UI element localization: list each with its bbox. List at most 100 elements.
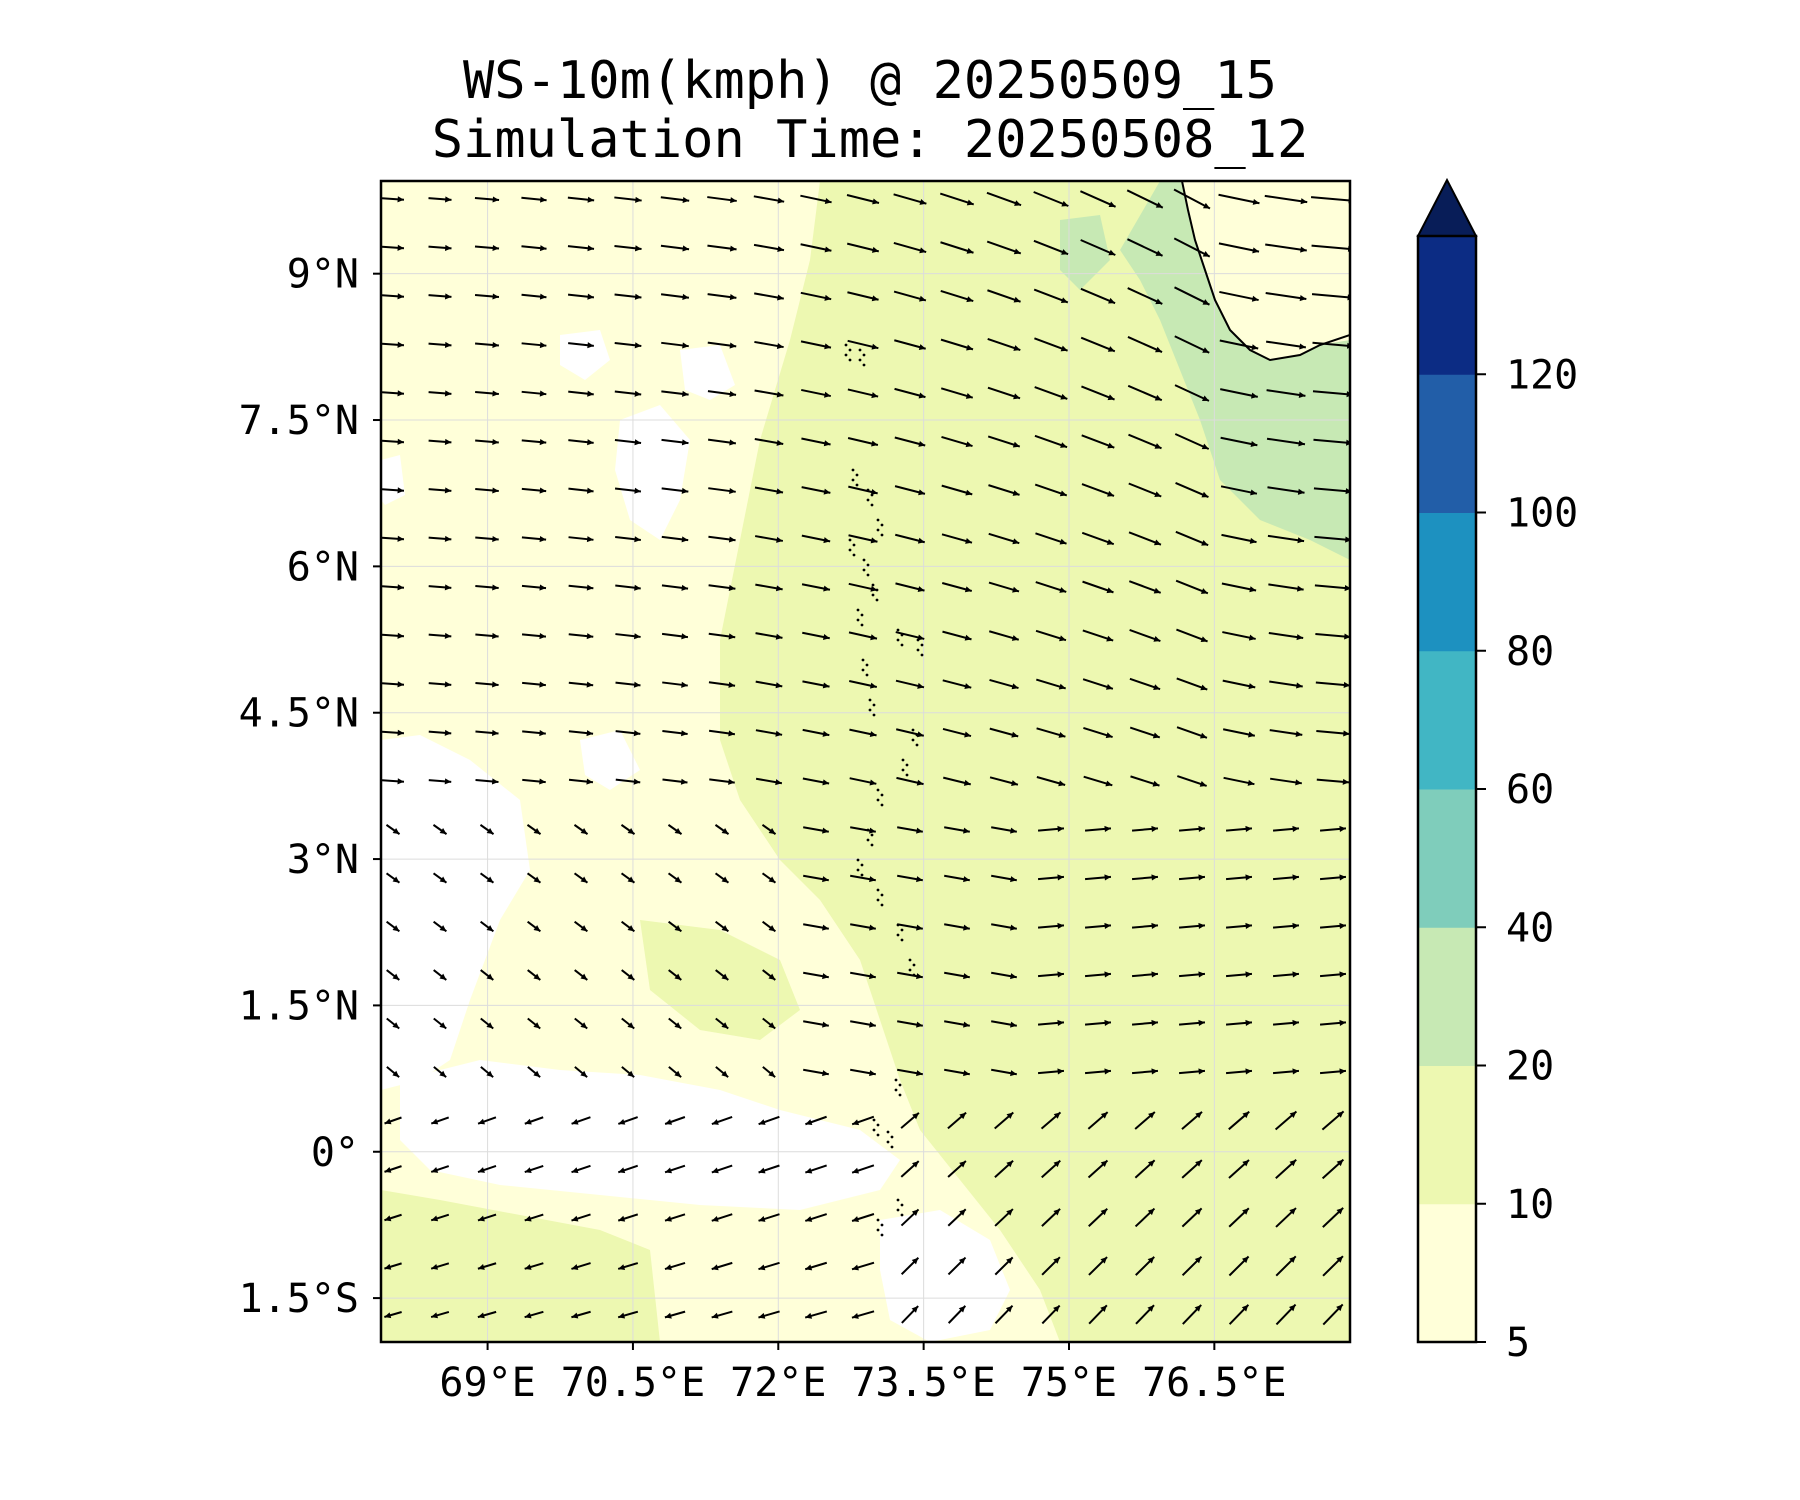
wind-arrow — [803, 971, 829, 980]
wind-arrow — [386, 920, 400, 933]
wind-arrow — [715, 1066, 729, 1078]
wind-arrow — [754, 486, 784, 495]
wind-arrow — [661, 390, 689, 397]
wind-arrow — [428, 632, 452, 639]
wind-arrow — [1225, 1068, 1253, 1075]
wind-arrow — [1315, 681, 1350, 688]
figure-title-line-2: Simulation Time: 20250508_12 — [432, 110, 1309, 170]
wind-arrow — [758, 1261, 780, 1271]
colorbar-tick-label: 100 — [1506, 491, 1578, 537]
wind-arrow — [754, 438, 784, 446]
wind-arrow — [1315, 632, 1350, 640]
wind-arrow — [1220, 388, 1258, 399]
colorbar-segment — [1418, 236, 1476, 375]
wind-arrow — [479, 824, 495, 835]
wind-arrow — [1264, 194, 1308, 205]
wind-arrow — [991, 826, 1017, 834]
wind-arrow — [803, 923, 829, 931]
wind-arrow — [475, 487, 499, 494]
wind-arrow — [668, 1066, 682, 1078]
wind-arrow — [475, 681, 499, 688]
wind-arrow — [568, 584, 594, 591]
wind-arrow — [1228, 1207, 1250, 1228]
wind-arrow — [433, 1066, 447, 1078]
wind-arrow — [895, 631, 925, 641]
wind-arrow — [940, 289, 974, 303]
wind-arrow — [708, 487, 736, 495]
wind-arrow — [897, 971, 923, 980]
wind-arrow — [1219, 339, 1259, 351]
wind-arrow — [1131, 874, 1159, 881]
wind-arrow — [754, 292, 784, 301]
wind-arrow — [428, 778, 452, 785]
wind-arrow — [480, 1017, 494, 1030]
wind-arrow — [994, 1111, 1014, 1130]
wind-arrow — [521, 633, 547, 640]
wind-arrow — [664, 1164, 686, 1174]
wind-arrow — [800, 340, 832, 350]
wind-arrow — [1177, 775, 1207, 787]
wind-arrow — [668, 969, 682, 981]
wind-arrow — [475, 632, 499, 640]
wind-arrow — [428, 487, 452, 494]
wind-arrow — [573, 872, 589, 884]
figure-title-line-1: WS-10m(kmph) @ 20250509_15 — [463, 51, 1277, 111]
wind-arrow — [804, 1310, 828, 1319]
wind-arrow — [381, 584, 405, 591]
wind-arrow — [384, 1262, 402, 1270]
wind-arrow — [661, 535, 689, 543]
wind-arrow — [715, 1017, 729, 1030]
wind-arrow — [939, 192, 975, 206]
map-frame — [379, 179, 1352, 1344]
wind-arrow — [1081, 434, 1115, 449]
wind-arrow — [574, 1017, 588, 1030]
wind-arrow — [897, 923, 923, 931]
wind-arrow — [707, 438, 737, 446]
wind-arrow — [897, 874, 923, 883]
wind-arrow — [894, 339, 926, 351]
colorbar-segment — [1418, 512, 1476, 652]
wind-arrow — [615, 633, 641, 640]
wind-arrow — [1223, 776, 1255, 786]
wind-arrow — [989, 727, 1019, 738]
wind-arrow — [381, 729, 405, 736]
wind-arrow — [1319, 971, 1347, 978]
wind-arrow — [1272, 971, 1300, 978]
wind-arrow — [1225, 1019, 1253, 1026]
wind-arrow — [1176, 677, 1208, 691]
wind-arrow — [428, 341, 452, 348]
wind-arrow — [1035, 532, 1067, 545]
wind-arrow — [1175, 481, 1209, 499]
wind-arrow — [568, 390, 594, 397]
wind-arrow — [803, 874, 829, 883]
wind-arrow — [386, 969, 400, 981]
colorbar-tick-label: 40 — [1506, 905, 1554, 951]
wind-arrow — [1174, 433, 1210, 450]
lat-tick-label: 0° — [311, 1130, 359, 1176]
wind-arrow — [568, 778, 594, 785]
wind-arrow — [897, 1020, 923, 1028]
wind-arrow — [614, 390, 642, 397]
wind-arrow — [801, 534, 831, 544]
wind-arrow — [1319, 1068, 1347, 1075]
wind-arrow — [901, 1305, 919, 1324]
wind-arrow — [754, 389, 784, 398]
wind-arrow — [989, 678, 1019, 690]
wind-arrow — [708, 535, 736, 543]
wind-arrow — [805, 1115, 827, 1126]
wind-arrow — [895, 582, 925, 593]
wind-arrow — [475, 438, 499, 446]
wind-arrow — [1129, 726, 1161, 739]
wind-arrow — [947, 1208, 967, 1227]
wind-arrow — [1034, 483, 1068, 497]
wind-arrow — [428, 729, 452, 736]
wind-arrow — [897, 1068, 923, 1077]
wind-arrow — [1225, 825, 1253, 832]
wind-arrow — [574, 969, 588, 981]
lat-tick-label: 1.5°N — [239, 983, 359, 1029]
wind-arrow — [428, 535, 452, 542]
wind-arrow — [1088, 1256, 1108, 1276]
wind-arrow — [521, 196, 547, 203]
wind-arrow — [1128, 482, 1162, 498]
wind-arrow — [1269, 729, 1303, 737]
